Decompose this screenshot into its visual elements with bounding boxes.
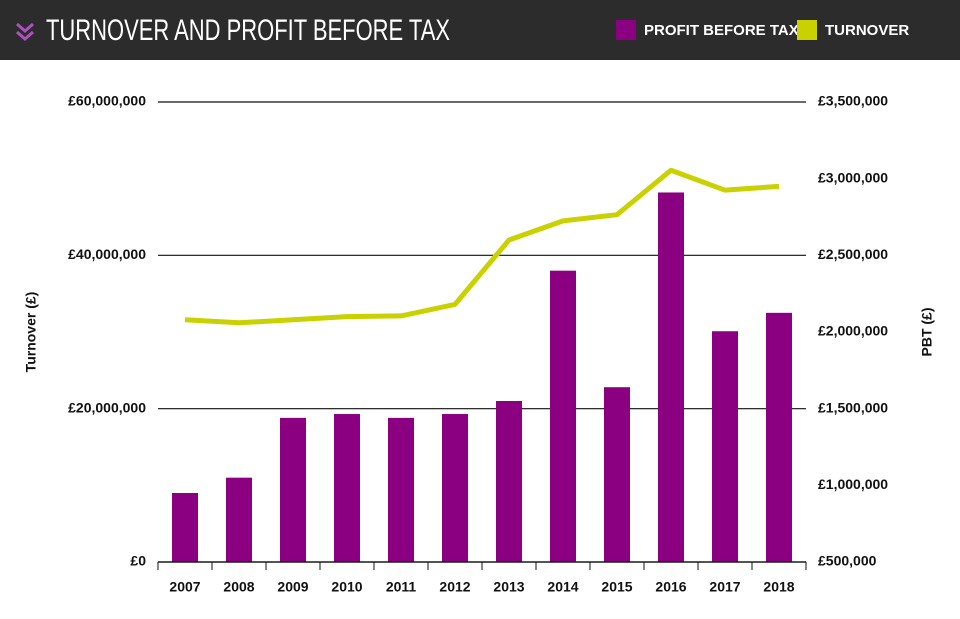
bar xyxy=(334,414,360,562)
bar xyxy=(604,387,630,562)
x-tick-label: 2008 xyxy=(223,579,254,595)
x-tick-label: 2014 xyxy=(547,579,578,595)
bar xyxy=(442,414,468,562)
bar xyxy=(496,401,522,562)
x-tick-label: 2011 xyxy=(386,579,417,595)
x-tick-label: 2015 xyxy=(601,579,632,595)
bar xyxy=(226,477,252,562)
legend-swatch xyxy=(616,20,636,40)
x-tick-label: 2010 xyxy=(331,579,362,595)
bar xyxy=(280,417,306,562)
chevron-icon xyxy=(16,22,34,41)
x-tick-label: 2017 xyxy=(709,579,740,595)
y2-tick-label: £500,000 xyxy=(818,553,877,569)
y2-tick-label: £2,000,000 xyxy=(818,323,888,339)
x-tick-label: 2016 xyxy=(655,579,686,595)
bar xyxy=(712,331,738,562)
x-tick-label: 2007 xyxy=(169,579,200,595)
x-tick-label: 2009 xyxy=(277,579,308,595)
legend-label: TURNOVER xyxy=(825,22,909,39)
bar xyxy=(550,270,576,562)
y-tick-label: £40,000,000 xyxy=(68,246,146,262)
legend-label: PROFIT BEFORE TAX xyxy=(644,22,799,39)
y-tick-label: £0 xyxy=(130,553,146,569)
y2-tick-label: £3,000,000 xyxy=(818,169,888,185)
chart-title: TURNOVER AND PROFIT BEFORE TAX xyxy=(46,14,450,47)
y2-tick-label: £3,500,000 xyxy=(818,93,888,109)
line xyxy=(184,167,780,326)
bar xyxy=(172,493,198,562)
bar xyxy=(766,312,792,562)
y2-tick-label: £2,500,000 xyxy=(818,246,888,262)
legend-swatch xyxy=(797,20,817,40)
bar xyxy=(388,417,414,562)
y-tick-label: £20,000,000 xyxy=(68,399,146,415)
y-axis-label: Turnover (£) xyxy=(23,292,39,373)
x-tick-label: 2018 xyxy=(763,579,794,595)
y-tick-label: £60,000,000 xyxy=(68,93,146,109)
bar xyxy=(658,192,684,562)
x-tick-label: 2013 xyxy=(493,579,524,595)
x-tick-label: 2012 xyxy=(439,579,470,595)
y2-tick-label: £1,000,000 xyxy=(818,476,888,492)
y2-tick-label: £1,500,000 xyxy=(818,399,888,415)
y2-axis-label: PBT (£) xyxy=(919,308,935,357)
